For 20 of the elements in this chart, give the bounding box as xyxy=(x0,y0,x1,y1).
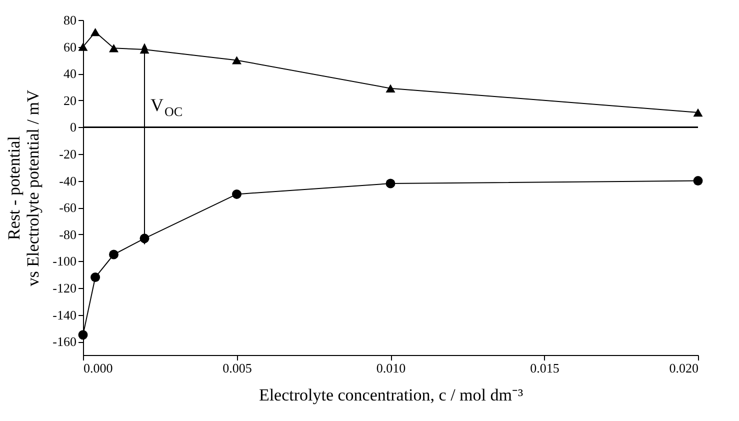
y-tick-label: 80 xyxy=(64,12,76,28)
x-axis-title: Electrolyte concentration, c / mol dm⁻³ xyxy=(258,386,524,404)
y-tick-label: -80 xyxy=(59,226,76,242)
x-tick-label: 0.000 xyxy=(84,360,113,376)
y-tick-label: -120 xyxy=(52,280,76,296)
y-tick-label: -20 xyxy=(59,146,76,162)
y-tick-label: 60 xyxy=(64,39,76,54)
y-tick-label: 20 xyxy=(64,92,76,108)
y-tick-label: -100 xyxy=(52,254,76,269)
y-tick-label: 40 xyxy=(64,66,76,82)
y-axis-title: Rest - potential vs Electrolyte potential / mV xyxy=(4,89,43,286)
y-tick-label: -60 xyxy=(59,200,76,216)
x-tick-label: 0.005 xyxy=(222,360,252,376)
x-tick-label: 0.015 xyxy=(530,360,560,376)
y-tick-label: -160 xyxy=(52,334,76,350)
x-tick-label: 0.020 xyxy=(669,360,698,376)
y-tick-label: 0 xyxy=(70,120,76,135)
y-tick-label: -40 xyxy=(59,173,76,188)
x-tick-label: 0.010 xyxy=(376,360,406,376)
y-tick-label: -140 xyxy=(52,307,76,322)
